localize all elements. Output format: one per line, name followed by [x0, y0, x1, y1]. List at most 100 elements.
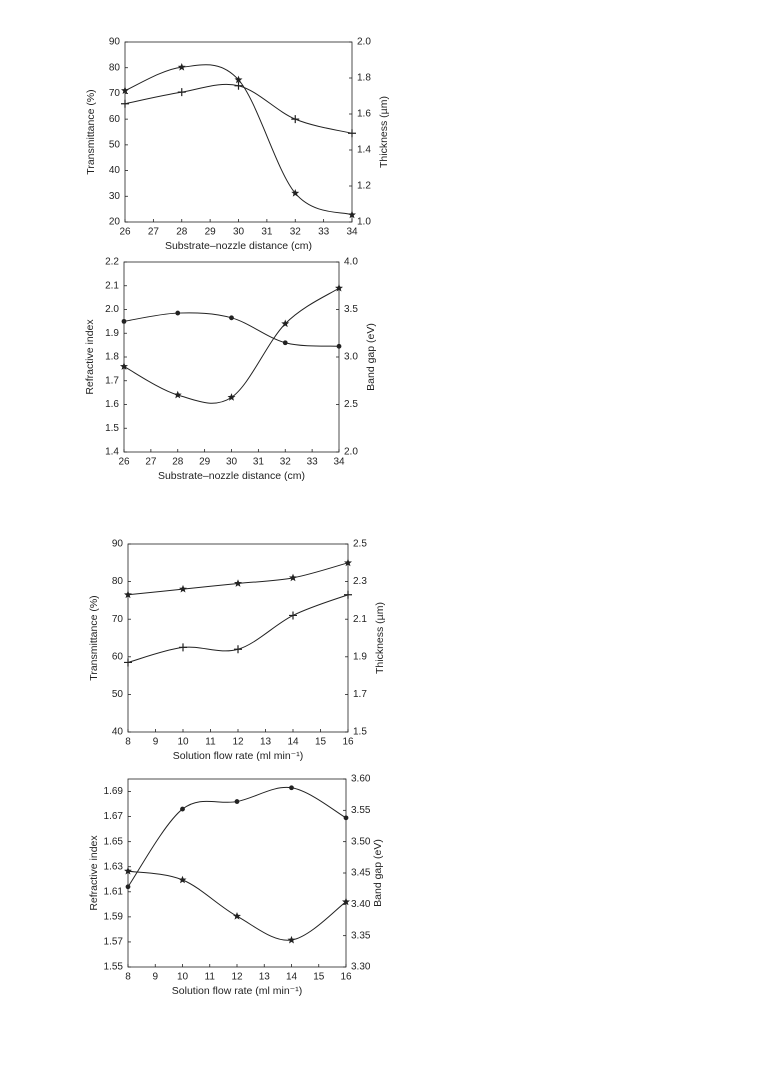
y-tick-label: 1.63	[104, 861, 124, 872]
star-marker	[227, 393, 236, 401]
dot-marker	[180, 806, 185, 812]
y2-tick-label: 2.3	[353, 576, 367, 587]
y-axis-title: Transmittance (%)	[88, 595, 100, 680]
y2-tick-label: 1.6	[357, 109, 371, 120]
star-marker	[179, 584, 187, 593]
y-tick-label: 2.1	[105, 280, 119, 291]
x-tick-label: 9	[153, 737, 159, 748]
x-tick-label: 10	[177, 972, 189, 983]
star-marker	[121, 86, 129, 94]
dot-marker	[121, 318, 127, 324]
y2-tick-label: 3.0	[344, 352, 358, 363]
star-marker	[234, 75, 243, 84]
y2-axis-title: Band gap (eV)	[372, 839, 384, 907]
x-tick-label: 11	[205, 737, 216, 748]
y-tick-label: 1.4	[105, 447, 119, 458]
x-axis-title: Substrate–nozzle distance (cm)	[165, 240, 312, 252]
star-marker	[335, 283, 343, 292]
y2-tick-label: 1.2	[357, 181, 371, 192]
y-tick-label: 1.69	[104, 786, 124, 797]
y-tick-label: 1.5	[105, 423, 119, 434]
x-tick-label: 28	[172, 457, 184, 468]
plot-frame	[123, 261, 340, 453]
x-tick-label: 33	[307, 457, 319, 468]
dot-marker	[229, 315, 234, 321]
y-tick-label: 60	[112, 651, 124, 662]
y2-tick-label: 1.7	[353, 689, 367, 700]
y2-tick-label: 3.50	[351, 836, 371, 847]
series-line	[127, 562, 349, 596]
plus-marker	[234, 81, 243, 90]
y-tick-label: 1.9	[105, 328, 119, 339]
x-tick-label: 27	[148, 227, 160, 238]
y2-axis-title: Thickness (µm)	[378, 96, 390, 168]
x-tick-label: 8	[125, 737, 131, 748]
x-tick-label: 28	[176, 227, 188, 238]
y-tick-label: 70	[109, 88, 121, 99]
y2-tick-label: 2.5	[344, 399, 358, 410]
chart: 26 27 28 29 30 31 32 33 34 1.4 1.5 1.6 1.7 1.8 1.9 2.0 2…	[84, 257, 377, 482]
dot-marker	[289, 785, 294, 791]
x-tick-label: 10	[177, 737, 189, 748]
dot-marker	[234, 799, 240, 804]
y2-tick-label: 1.8	[357, 73, 371, 84]
star-marker	[120, 362, 128, 370]
star-marker	[124, 866, 132, 875]
y2-tick-label: 1.4	[357, 145, 371, 156]
x-tick-label: 14	[287, 737, 299, 748]
x-tick-label: 31	[253, 457, 265, 468]
x-axis-title: Substrate–nozzle distance (cm)	[158, 470, 305, 482]
x-tick-label: 29	[199, 457, 211, 468]
x-tick-label: 33	[318, 227, 330, 238]
y-tick-label: 40	[109, 165, 121, 176]
y-axis-title: Transmittance (%)	[85, 89, 97, 174]
y-tick-label: 70	[112, 614, 124, 625]
y2-tick-label: 2.5	[353, 539, 367, 550]
star-marker	[348, 210, 356, 219]
y-tick-label: 1.67	[104, 811, 124, 822]
y-tick-label: 30	[109, 191, 121, 202]
y-tick-label: 2.0	[105, 304, 119, 315]
x-axis-title: Solution flow rate (ml min⁻¹)	[172, 985, 302, 997]
chart: 8 9 10 11 12 13 14 15 16 40 50 60 70 80 90 1.5 1.7 1.9 2.1…	[88, 539, 386, 762]
x-tick-label: 13	[259, 972, 271, 983]
y2-tick-label: 3.45	[351, 868, 371, 879]
y-tick-label: 50	[112, 689, 124, 700]
plus-marker	[348, 129, 356, 138]
y-tick-label: 1.6	[105, 399, 119, 410]
x-axis-title: Solution flow rate (ml min⁻¹)	[173, 750, 303, 762]
y-tick-label: 1.65	[104, 836, 124, 847]
y2-tick-label: 1.9	[353, 651, 367, 662]
star-marker	[178, 875, 187, 884]
y-tick-label: 20	[109, 217, 121, 228]
y-tick-label: 1.57	[104, 937, 124, 948]
plus-marker	[289, 611, 297, 620]
x-tick-label: 12	[232, 737, 244, 748]
star-marker	[173, 390, 182, 399]
dot-marker	[175, 310, 181, 316]
x-tick-label: 34	[333, 457, 345, 468]
plus-marker	[234, 645, 242, 654]
y2-tick-label: 3.5	[344, 304, 358, 315]
y2-axis-title: Band gap (eV)	[365, 323, 377, 391]
x-tick-label: 15	[313, 972, 325, 983]
y2-tick-label: 3.55	[351, 805, 371, 816]
series-line	[123, 287, 340, 404]
plus-marker	[291, 115, 300, 124]
y-tick-label: 1.8	[105, 352, 119, 363]
dot-marker	[336, 343, 342, 349]
y2-tick-label: 1.0	[357, 217, 371, 228]
y-tick-label: 1.55	[104, 962, 124, 973]
x-tick-label: 8	[125, 972, 131, 983]
x-tick-label: 30	[233, 227, 245, 238]
y2-tick-label: 2.0	[344, 447, 358, 458]
y2-tick-label: 3.30	[351, 962, 371, 973]
star-marker	[281, 319, 290, 328]
y-tick-label: 50	[109, 139, 121, 150]
y2-tick-label: 2.1	[353, 614, 367, 625]
y2-tick-label: 4.0	[344, 257, 358, 268]
y-axis-title: Refractive index	[84, 319, 96, 395]
star-marker	[291, 189, 300, 197]
